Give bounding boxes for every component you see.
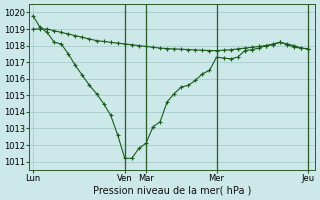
X-axis label: Pression niveau de la mer( hPa ): Pression niveau de la mer( hPa ) bbox=[93, 186, 252, 196]
